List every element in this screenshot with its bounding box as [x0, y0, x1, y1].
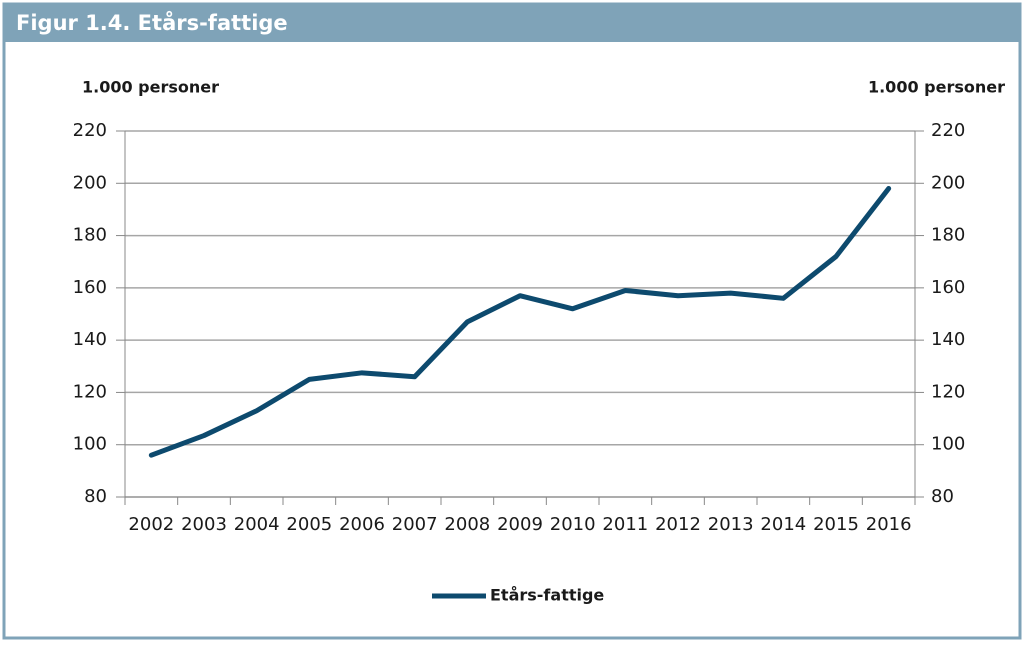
x-tick-label: 2006 [339, 514, 385, 535]
y2-tick-label: 120 [931, 381, 965, 402]
x-tick-label: 2015 [813, 514, 859, 535]
x-tick-label: 2012 [655, 514, 701, 535]
x-tick-label: 2013 [708, 514, 754, 535]
y2-axis-label: 1.000 personer [868, 78, 1005, 97]
y2-tick-label: 80 [931, 486, 954, 507]
x-tick-label: 2016 [866, 514, 912, 535]
header-bar [4, 4, 1020, 42]
x-tick-label: 2010 [550, 514, 596, 535]
x-tick-label: 2011 [602, 514, 648, 535]
x-tick-label: 2008 [444, 514, 490, 535]
y-tick-label: 100 [73, 434, 107, 455]
y-tick-label: 140 [73, 329, 107, 350]
x-tick-label: 2003 [181, 514, 227, 535]
series-line [148, 186, 892, 458]
x-tick-label: 2007 [392, 514, 438, 535]
y-tick-label: 180 [73, 225, 107, 246]
x-tick-label: 2009 [497, 514, 543, 535]
y2-tick-label: 140 [931, 329, 965, 350]
y-tick-label: 80 [84, 486, 107, 507]
y2-tick-label: 180 [931, 225, 965, 246]
y-tick-label: 160 [73, 277, 107, 298]
x-tick-label: 2005 [286, 514, 332, 535]
legend-label: Etårs-fattige [490, 586, 604, 605]
y2-tick-label: 220 [931, 120, 965, 141]
y-tick-label: 200 [73, 172, 107, 193]
x-tick-label: 2014 [760, 514, 806, 535]
y-axis-label: 1.000 personer [82, 78, 219, 97]
chart-title: Figur 1.4. Etårs-fattige [16, 10, 288, 35]
y-tick-label: 220 [73, 120, 107, 141]
y2-tick-label: 200 [931, 172, 965, 193]
x-tick-label: 2002 [128, 514, 174, 535]
y-tick-label: 120 [73, 381, 107, 402]
x-tick-label: 2004 [234, 514, 280, 535]
y2-tick-label: 100 [931, 434, 965, 455]
y2-tick-label: 160 [931, 277, 965, 298]
